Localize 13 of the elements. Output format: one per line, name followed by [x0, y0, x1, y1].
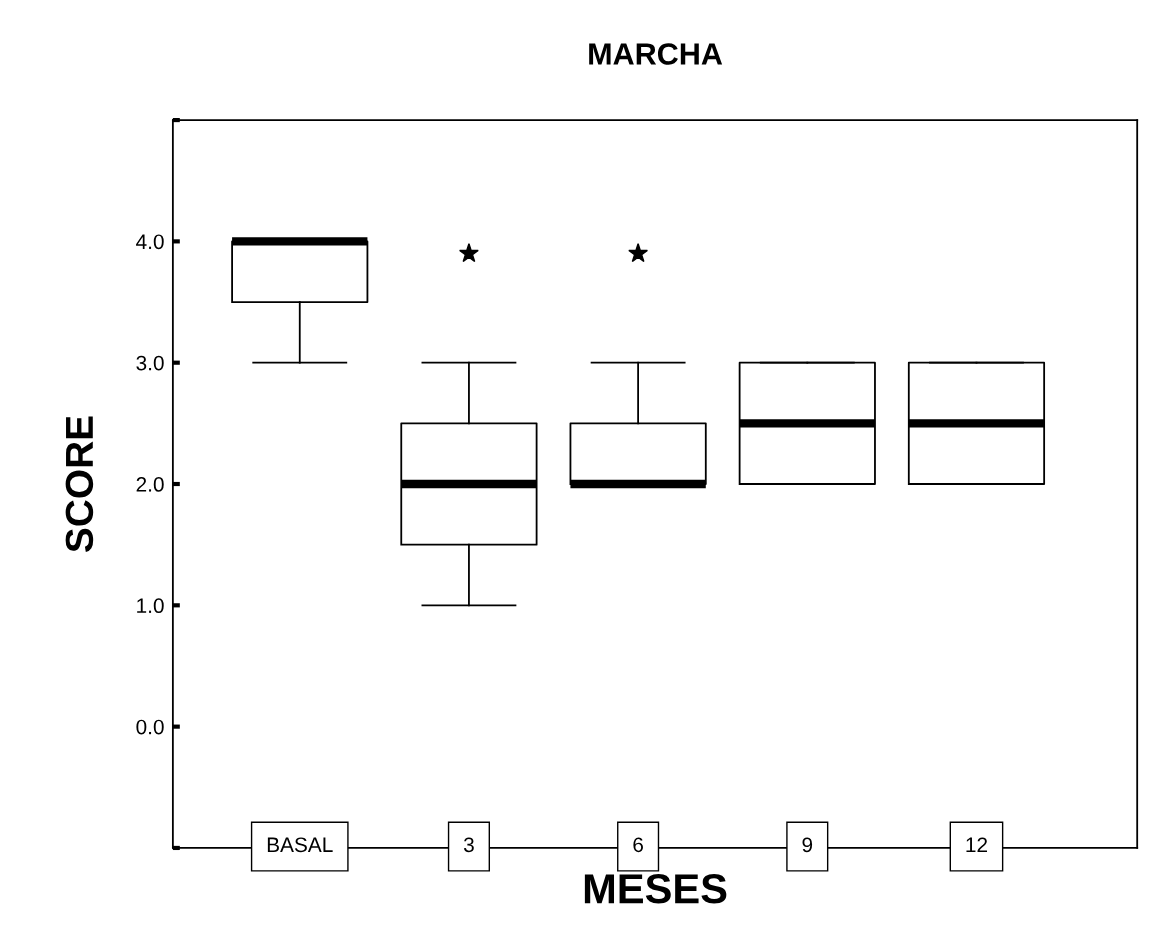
x-tick-label: 9	[802, 837, 813, 853]
x-tick-label: 3	[463, 837, 474, 853]
y-tick-label: 0.0	[136, 719, 164, 735]
x-axis-title: MESES	[584, 874, 727, 904]
x-tick-label: 12	[966, 837, 988, 852]
y-tick-label: 1.0	[137, 598, 164, 614]
chart-title: MARCHA	[589, 43, 723, 65]
y-axis-title: SCORE	[65, 416, 94, 553]
y-tick-label: 4.0	[136, 234, 164, 250]
x-tick-label: BASAL	[267, 837, 333, 853]
x-tick-label: 6	[633, 837, 643, 853]
y-tick-label: 3.0	[136, 355, 164, 371]
y-tick-label: 2.0	[136, 477, 164, 492]
